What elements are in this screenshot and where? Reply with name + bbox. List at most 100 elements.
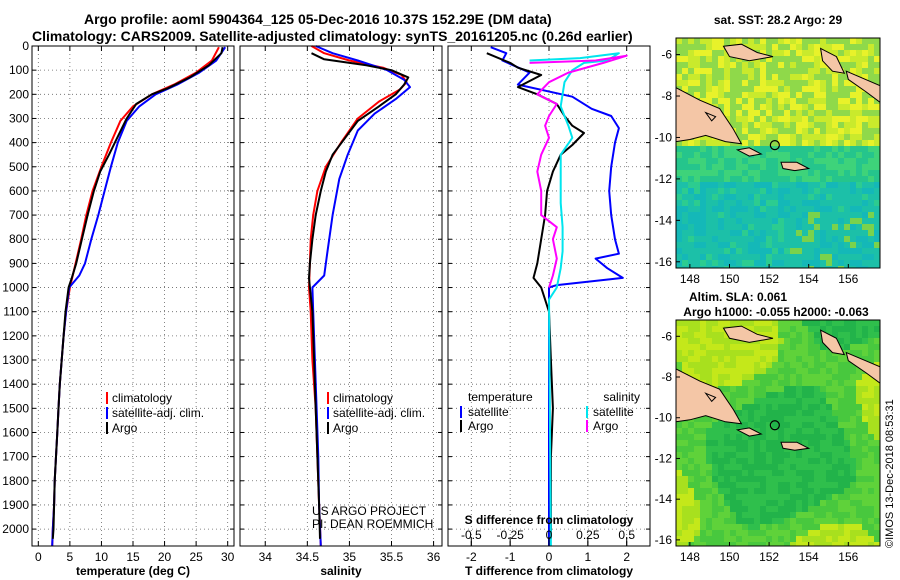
map-cell	[676, 440, 683, 447]
map-cell	[706, 164, 713, 171]
map-cell	[754, 62, 761, 69]
map-cell	[718, 464, 725, 471]
map-cell	[832, 98, 839, 105]
map-cell	[754, 512, 761, 519]
map-cell	[796, 104, 803, 111]
map-cell	[796, 320, 803, 327]
map-cell	[772, 374, 779, 381]
map-cell	[688, 38, 695, 45]
map-cell	[796, 176, 803, 183]
map-cell	[826, 506, 833, 513]
map-cell	[754, 104, 761, 111]
map-cell	[772, 404, 779, 411]
map-cell	[754, 194, 761, 201]
map-cell	[844, 146, 851, 153]
map-cell	[676, 50, 683, 57]
map-cell	[718, 182, 725, 189]
map-cell	[724, 152, 731, 159]
map-cell	[826, 500, 833, 507]
map-cell	[862, 320, 869, 327]
map-cell	[736, 152, 743, 159]
map-cell	[778, 368, 785, 375]
y-tick-label: 1700	[2, 450, 29, 464]
map-cell	[676, 44, 683, 51]
map-cell	[790, 44, 797, 51]
map-cell	[868, 98, 875, 105]
map-cell	[784, 104, 791, 111]
map-cell	[688, 266, 695, 268]
map-cell	[724, 386, 731, 393]
map-cell	[850, 452, 857, 459]
map-cell	[706, 212, 713, 219]
map-cell	[742, 470, 749, 477]
map-cell	[868, 470, 875, 477]
map-cell	[820, 254, 827, 261]
map-cell	[712, 164, 719, 171]
map-cell	[742, 38, 749, 45]
map-cell	[784, 476, 791, 483]
map-cell	[790, 206, 797, 213]
map-cell	[736, 200, 743, 207]
map-cell	[706, 326, 713, 333]
map-cell	[874, 428, 880, 435]
map-cell	[832, 158, 839, 165]
map-cell	[874, 452, 880, 459]
map-cell	[790, 158, 797, 165]
map-cell	[748, 398, 755, 405]
map-cell	[766, 236, 773, 243]
map-cell	[736, 374, 743, 381]
map-cell	[718, 362, 725, 369]
map-cell	[712, 248, 719, 255]
map-cell	[772, 344, 779, 351]
map-cell	[790, 338, 797, 345]
map-cell	[730, 506, 737, 513]
map-cell	[706, 350, 713, 357]
map-cell	[688, 218, 695, 225]
map-cell	[802, 86, 809, 93]
map-cell	[760, 188, 767, 195]
map-cell	[754, 416, 761, 423]
map-cell	[766, 164, 773, 171]
map-cell	[832, 218, 839, 225]
map-cell	[844, 470, 851, 477]
map-cell	[796, 458, 803, 465]
map-cell	[742, 224, 749, 231]
map-cell	[748, 458, 755, 465]
map-cell	[718, 500, 725, 507]
map-cell	[766, 326, 773, 333]
map-cell	[814, 224, 821, 231]
map-cell	[820, 218, 827, 225]
map-cell	[796, 200, 803, 207]
land-mass	[735, 147, 763, 157]
map-cell	[778, 110, 785, 117]
map-cell	[820, 44, 827, 51]
map-cell	[784, 416, 791, 423]
map-cell	[754, 152, 761, 159]
map-cell	[808, 542, 815, 546]
map-cell	[760, 380, 767, 387]
map-cell	[682, 326, 689, 333]
map-cell	[700, 140, 707, 147]
map-cell	[712, 536, 719, 543]
map-cell	[694, 350, 701, 357]
map-cell	[802, 362, 809, 369]
map-cell	[766, 464, 773, 471]
map-cell	[838, 422, 845, 429]
map-cell	[808, 212, 815, 219]
map-cell	[718, 92, 725, 99]
map-cell	[820, 350, 827, 357]
map-cell	[796, 374, 803, 381]
map-cell	[784, 536, 791, 543]
map-cell	[832, 386, 839, 393]
map-cell	[706, 152, 713, 159]
map-cell	[712, 146, 719, 153]
map-cell	[706, 446, 713, 453]
map-cell	[826, 464, 833, 471]
map-cell	[832, 104, 839, 111]
map-cell	[760, 374, 767, 381]
map-cell	[832, 476, 839, 483]
map-cell	[844, 446, 851, 453]
map-cell	[826, 104, 833, 111]
map-cell	[874, 530, 880, 537]
map-cell	[730, 440, 737, 447]
